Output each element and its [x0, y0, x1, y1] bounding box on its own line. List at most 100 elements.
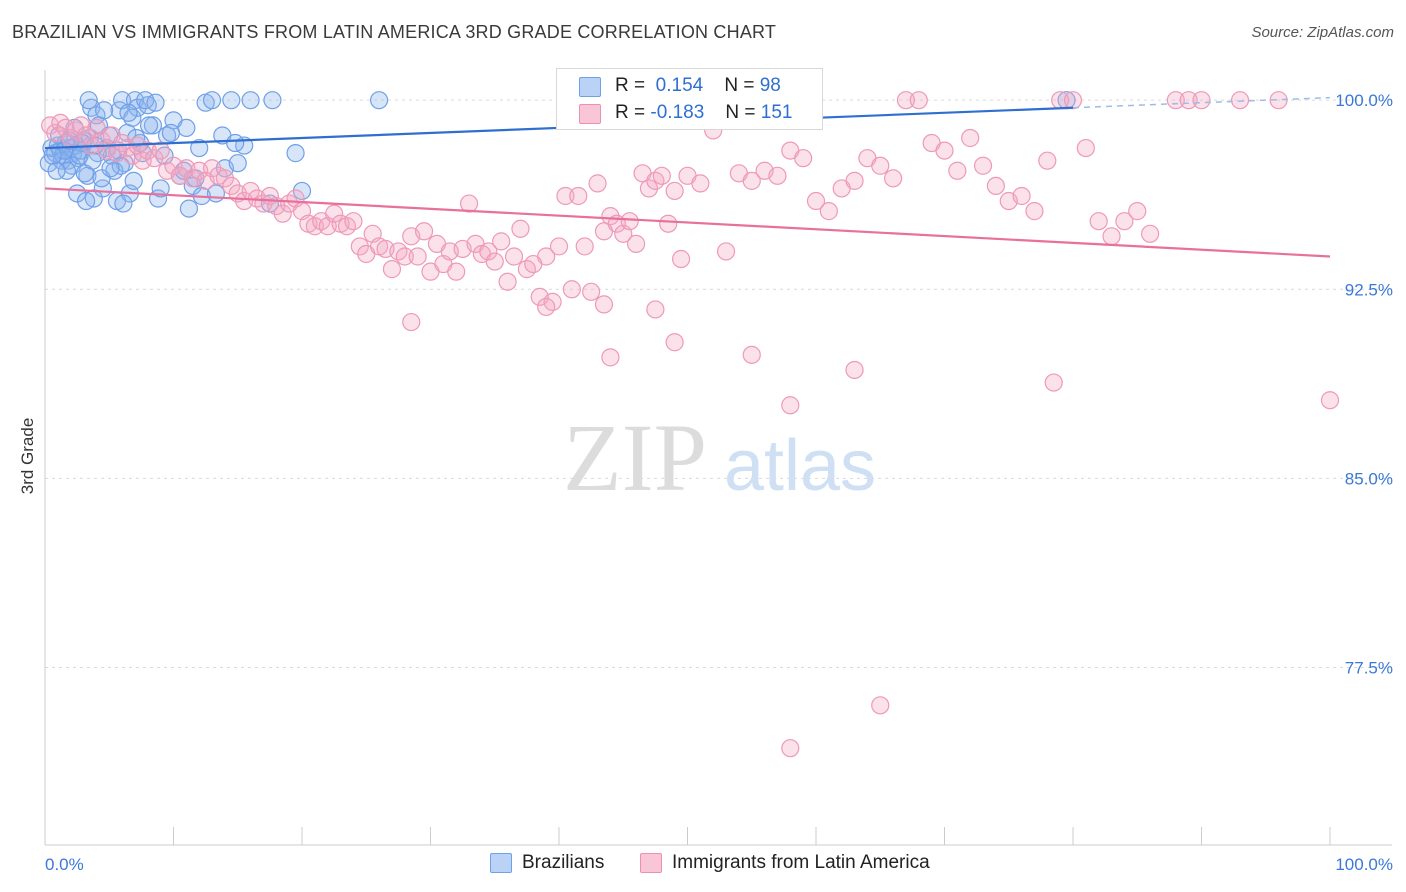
point-immigrants — [273, 204, 292, 223]
point-immigrants — [986, 176, 1006, 196]
point-immigrants — [447, 262, 466, 281]
point-immigrants — [665, 181, 684, 201]
point-immigrants — [948, 161, 967, 180]
point-brazilians — [143, 116, 163, 135]
point-immigrants — [408, 247, 427, 266]
point-immigrants — [562, 280, 581, 299]
point-immigrants — [639, 179, 659, 198]
watermark-zip: ZIP — [563, 404, 707, 511]
point-immigrants — [138, 141, 157, 160]
point-immigrants — [883, 169, 903, 188]
y-tick-label: 77.5% — [1345, 658, 1393, 677]
point-brazilians — [83, 151, 102, 170]
point-brazilians — [101, 159, 120, 178]
point-immigrants — [511, 219, 530, 238]
point-immigrants — [671, 249, 691, 269]
point-brazilians — [43, 146, 62, 165]
point-immigrants — [1076, 138, 1095, 158]
correlation-legend: R = 0.154 N = 98 R = -0.183 N = 151 — [556, 68, 823, 130]
point-immigrants — [112, 133, 132, 153]
point-immigrants — [459, 194, 479, 213]
point-brazilians — [222, 91, 241, 110]
point-immigrants — [896, 91, 916, 110]
point-immigrants — [569, 186, 588, 206]
point-immigrants — [768, 166, 787, 185]
point-immigrants — [601, 207, 620, 226]
trend-line-immigrants — [44, 187, 1331, 258]
point-immigrants — [479, 242, 498, 261]
point-immigrants — [1166, 91, 1185, 110]
point-brazilians — [139, 116, 159, 135]
point-immigrants — [402, 312, 421, 332]
n-label: N = — [724, 75, 755, 96]
point-immigrants — [1044, 373, 1063, 392]
point-immigrants — [961, 128, 980, 148]
point-immigrants — [659, 214, 678, 233]
x-tick-label-max: 100.0% — [1335, 855, 1393, 874]
point-immigrants — [601, 348, 620, 367]
point-immigrants — [504, 247, 524, 266]
x-tick-label-min: 0.0% — [45, 855, 84, 874]
point-brazilians — [179, 199, 199, 218]
point-immigrants — [806, 191, 826, 211]
point-brazilians — [202, 91, 222, 110]
point-immigrants — [549, 237, 569, 256]
point-brazilians — [161, 123, 181, 143]
point-immigrants — [71, 116, 91, 135]
point-brazilians — [79, 91, 98, 110]
point-brazilians — [177, 118, 196, 138]
axis-labels: 100.0% 92.5% 85.0% 77.5% 0.0% 100.0% — [45, 91, 1393, 874]
point-immigrants — [1179, 91, 1198, 110]
point-immigrants — [498, 272, 517, 291]
point-immigrants — [652, 166, 671, 185]
n-value-brazilians: 98 — [759, 75, 781, 96]
point-brazilians — [190, 138, 209, 158]
point-immigrants — [626, 234, 646, 253]
y-tick-label: 92.5% — [1345, 280, 1393, 299]
point-immigrants — [575, 237, 594, 256]
point-immigrants — [1102, 227, 1121, 246]
point-immigrants — [716, 242, 736, 261]
point-immigrants — [66, 121, 85, 140]
n-label: N = — [725, 102, 756, 123]
point-immigrants — [819, 202, 838, 221]
point-brazilians — [57, 161, 76, 180]
point-immigrants — [909, 91, 928, 110]
point-immigrants — [1038, 151, 1057, 170]
point-immigrants — [395, 247, 414, 266]
point-brazilians — [292, 181, 312, 201]
y-tick-label: 85.0% — [1345, 469, 1393, 488]
r-label: R = — [615, 102, 646, 123]
point-brazilians — [151, 179, 170, 198]
y-axis-label: 3rd Grade — [18, 418, 37, 495]
point-immigrants — [1320, 391, 1340, 410]
point-immigrants — [1128, 202, 1147, 221]
point-immigrants — [646, 300, 665, 319]
point-immigrants — [620, 212, 639, 231]
point-immigrants — [537, 297, 556, 317]
point-immigrants — [935, 141, 954, 160]
point-immigrants — [414, 222, 434, 241]
point-immigrants — [588, 174, 607, 193]
point-immigrants — [151, 141, 170, 160]
r-value-brazilians: 0.154 — [655, 75, 704, 96]
point-immigrants — [665, 333, 684, 352]
axes — [44, 70, 1392, 846]
point-immigrants — [492, 232, 511, 251]
legend-label-immigrants: Immigrants from Latin America — [672, 852, 930, 873]
point-brazilians — [241, 91, 260, 110]
point-immigrants — [1230, 91, 1250, 110]
point-brazilians — [263, 91, 282, 110]
point-immigrants — [582, 282, 601, 301]
y-tick-label: 100.0% — [1335, 91, 1393, 110]
point-brazilians — [226, 133, 245, 153]
point-immigrants — [781, 396, 800, 415]
point-immigrants — [845, 360, 864, 380]
point-immigrants — [973, 156, 993, 175]
point-immigrants — [102, 126, 121, 145]
point-brazilians — [92, 169, 111, 188]
r-value-immigrants: -0.183 — [650, 102, 705, 123]
point-immigrants — [537, 247, 556, 266]
point-immigrants — [871, 696, 890, 715]
